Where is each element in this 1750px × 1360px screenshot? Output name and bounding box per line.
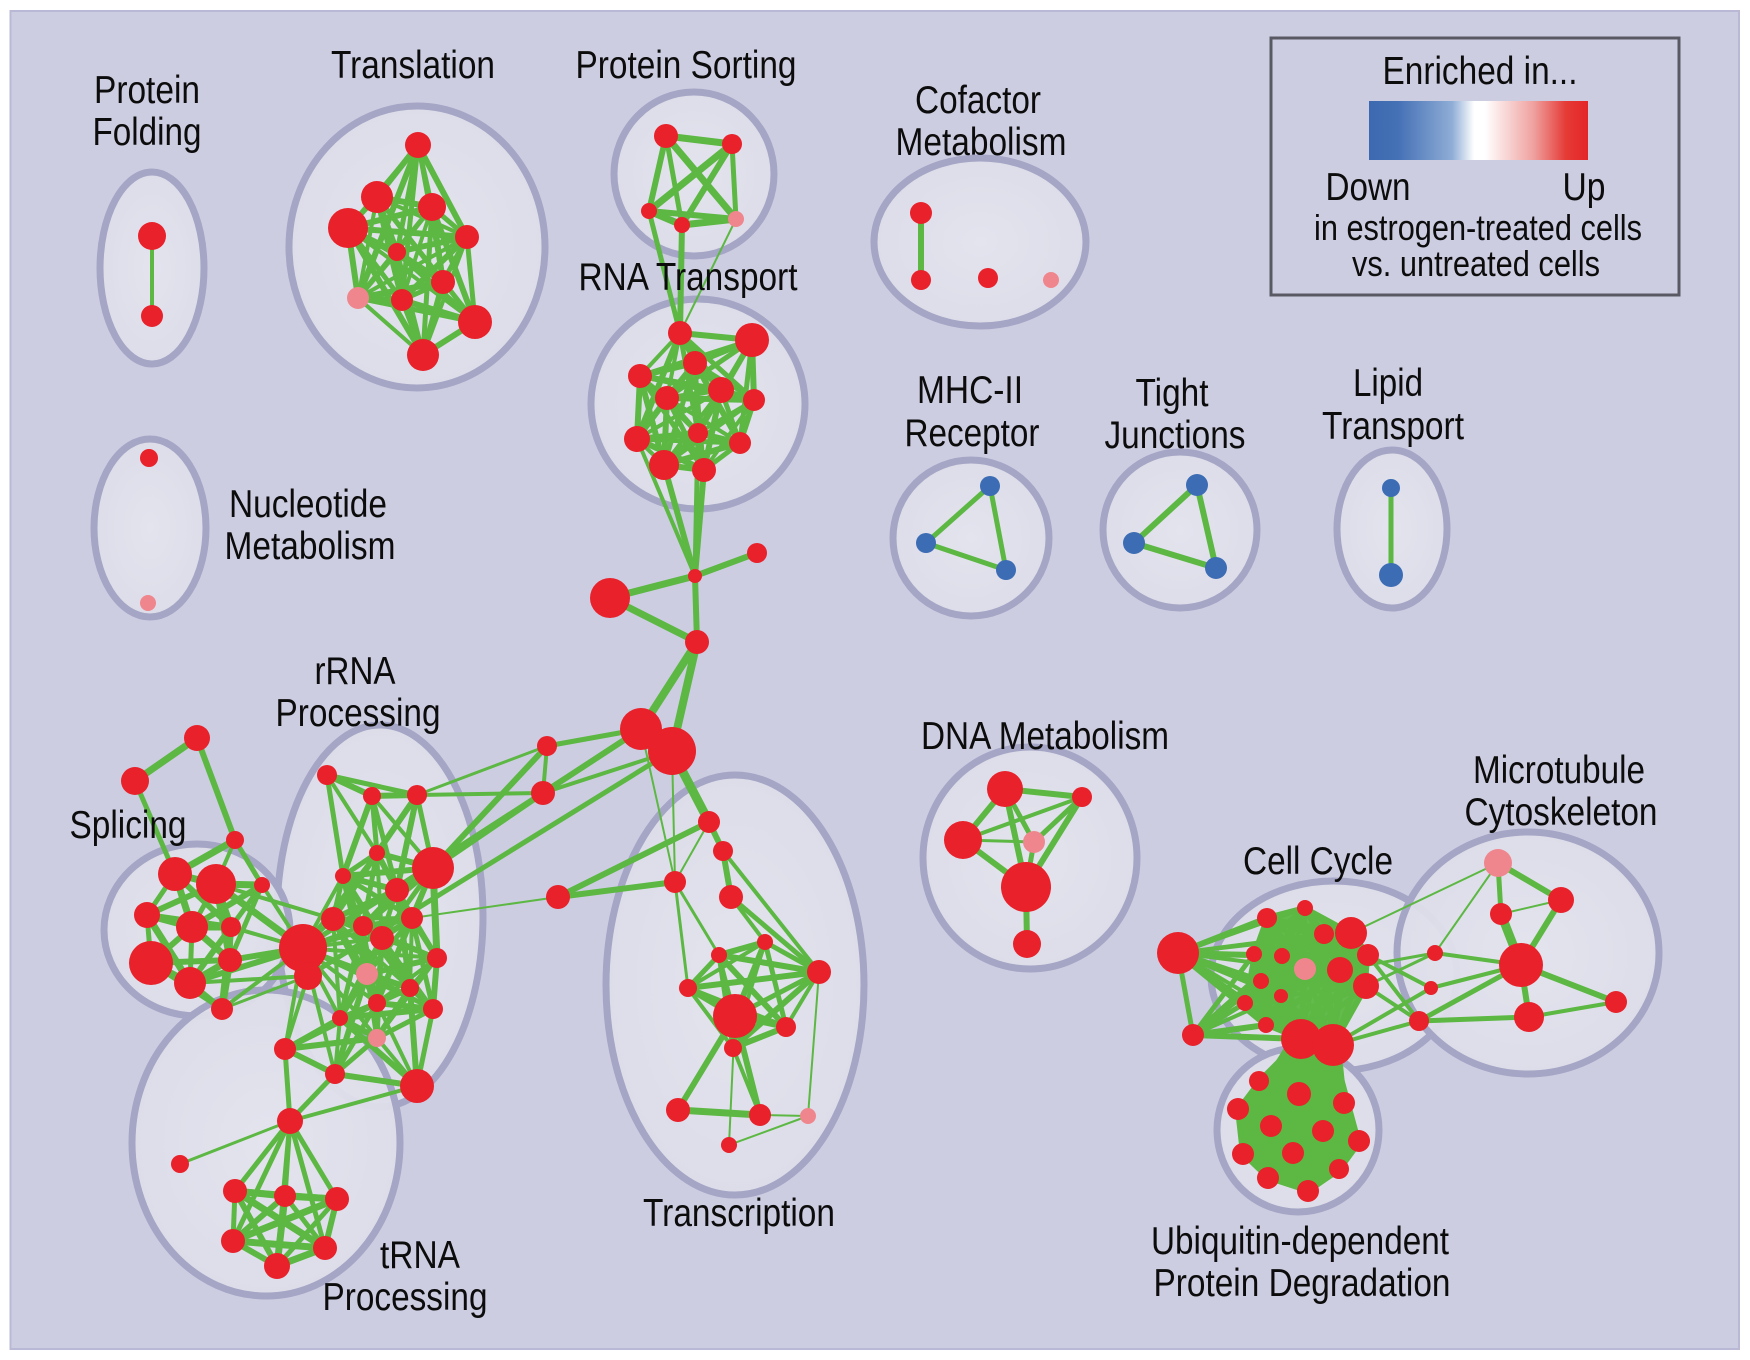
svg-text:RNA Transport: RNA Transport: [579, 256, 798, 299]
svg-text:Protein Sorting: Protein Sorting: [576, 44, 797, 87]
svg-text:in estrogen-treated cells: in estrogen-treated cells: [1314, 207, 1642, 248]
svg-text:Processing: Processing: [323, 1276, 488, 1319]
svg-text:MHC-II: MHC-II: [917, 369, 1023, 412]
svg-text:Splicing: Splicing: [70, 804, 187, 847]
svg-text:Receptor: Receptor: [905, 412, 1040, 455]
svg-text:Microtubule: Microtubule: [1473, 749, 1645, 792]
svg-text:Nucleotide: Nucleotide: [229, 483, 387, 526]
svg-text:Translation: Translation: [331, 44, 495, 87]
svg-text:Cytoskeleton: Cytoskeleton: [1465, 791, 1658, 834]
svg-text:Processing: Processing: [276, 692, 441, 735]
svg-text:DNA Metabolism: DNA Metabolism: [921, 715, 1169, 758]
svg-text:Transport: Transport: [1322, 405, 1464, 448]
svg-text:rRNA: rRNA: [315, 650, 396, 693]
svg-text:Junctions: Junctions: [1105, 414, 1246, 457]
svg-text:tRNA: tRNA: [380, 1234, 460, 1277]
svg-text:Cell Cycle: Cell Cycle: [1243, 840, 1393, 883]
svg-text:Metabolism: Metabolism: [225, 525, 396, 568]
svg-text:vs. untreated cells: vs. untreated cells: [1352, 243, 1600, 284]
svg-text:Protein Degradation: Protein Degradation: [1154, 1262, 1451, 1305]
svg-text:Protein: Protein: [94, 69, 200, 112]
svg-text:Up: Up: [1563, 166, 1606, 209]
svg-text:Tight: Tight: [1136, 372, 1209, 415]
svg-text:Enriched in...: Enriched in...: [1383, 50, 1578, 93]
svg-text:Folding: Folding: [93, 111, 202, 154]
svg-text:Metabolism: Metabolism: [896, 121, 1067, 164]
svg-text:Lipid: Lipid: [1353, 362, 1423, 405]
svg-text:Transcription: Transcription: [643, 1192, 835, 1235]
svg-text:Down: Down: [1326, 166, 1411, 209]
svg-text:Cofactor: Cofactor: [915, 79, 1041, 122]
svg-text:Ubiquitin-dependent: Ubiquitin-dependent: [1151, 1220, 1449, 1263]
